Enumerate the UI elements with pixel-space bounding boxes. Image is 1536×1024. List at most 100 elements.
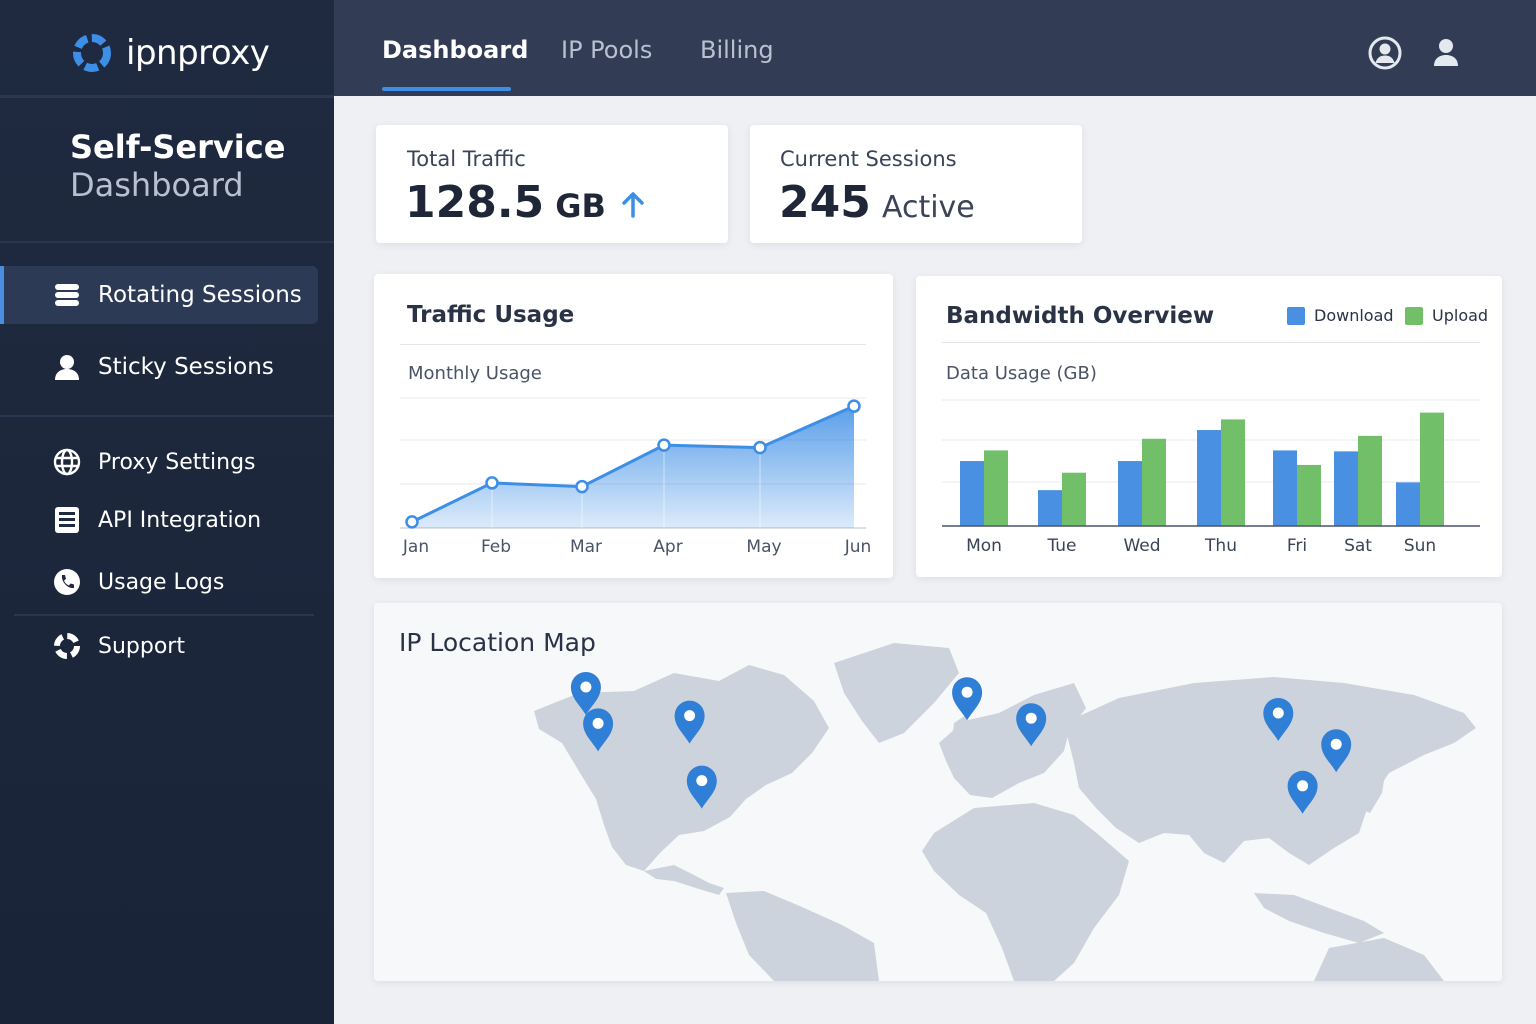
sidebar-item-label: Usage Logs [98, 569, 225, 595]
current-sessions-value: 245 [779, 177, 871, 228]
bar-download-sat [1334, 451, 1358, 526]
africa-landmass [922, 803, 1129, 981]
sidebar-item-label: Rotating Sessions [98, 282, 302, 308]
japan-landmass [1359, 753, 1386, 813]
bar-upload-fri [1297, 464, 1321, 526]
x-tick-label: Fri [1287, 536, 1307, 556]
legend-upload: Upload [1405, 306, 1488, 325]
user-icon [52, 352, 82, 382]
data-point-apr [657, 438, 671, 452]
sidebar-title-line1: Self-Service [70, 128, 286, 166]
pin-dot [961, 686, 973, 698]
location-pin-icon [1263, 698, 1294, 741]
x-tick-label: Thu [1204, 536, 1237, 556]
logo-ring-icon [73, 34, 111, 72]
location-pin-icon [686, 765, 717, 809]
x-tick-label: Jan [402, 537, 429, 557]
southeast-asia-islands [1254, 893, 1384, 943]
sidebar-item-label: Proxy Settings [98, 449, 256, 475]
location-pin-icon [1321, 729, 1352, 773]
central-america-landmass [644, 865, 724, 895]
bar-download-wed [1118, 461, 1142, 526]
x-tick-label: Mon [966, 536, 1002, 556]
tab-ip-pools[interactable]: IP Pools [561, 36, 653, 64]
map-pins [570, 672, 1352, 814]
australia-landmass [1314, 938, 1444, 981]
data-point-feb [485, 476, 499, 490]
location-pin-icon [674, 700, 705, 744]
tab-dashboard[interactable]: Dashboard [382, 36, 529, 64]
data-point-jan [405, 515, 419, 529]
bar-download-tue [1038, 490, 1062, 526]
pin-dot [592, 717, 604, 729]
traffic-usage-chart: Jan Feb Mar Apr May Jun [400, 397, 871, 557]
greenland-landmass [834, 643, 959, 743]
top-navigation: Dashboard IP Pools Billing [334, 0, 1536, 96]
bar-upload-sun [1420, 412, 1444, 526]
x-tick-label: Apr [653, 537, 682, 557]
location-pin-icon [570, 672, 601, 715]
sidebar-item-proxy-settings[interactable]: Proxy Settings [0, 433, 318, 491]
tab-billing[interactable]: Billing [700, 36, 774, 64]
total-traffic-value-group: 128.5 GB [405, 177, 647, 228]
traffic-line [411, 404, 855, 524]
current-sessions-label: Current Sessions [780, 147, 957, 171]
bar-download-mon [960, 461, 984, 526]
pin-dot [580, 681, 592, 693]
panel-divider [942, 342, 1480, 343]
database-stack-icon [52, 280, 82, 310]
bandwidth-overview-subtitle: Data Usage (GB) [946, 363, 1097, 384]
legend-swatch-upload [1405, 306, 1423, 325]
logo-divider [0, 95, 334, 98]
pin-body [1321, 729, 1352, 773]
logo[interactable]: ipnproxy [70, 30, 270, 76]
location-pin-icon [1016, 703, 1047, 747]
account-circle-icon[interactable] [1368, 36, 1402, 70]
sidebar-item-support[interactable]: Support [0, 617, 318, 675]
traffic-usage-panel: Traffic Usage Monthly Usage Jan Feb Mar Apr… [374, 274, 893, 578]
legend-label-upload: Upload [1432, 306, 1489, 325]
pin-body [674, 700, 705, 744]
sidebar-item-label: API Integration [98, 507, 262, 533]
bandwidth-overview-chart: Mon Tue Wed Thu Fri Sat Sun [942, 399, 1480, 556]
document-list-icon [52, 505, 82, 535]
x-tick-label: Wed [1123, 536, 1160, 556]
active-tab-indicator [382, 87, 511, 91]
sidebar-title-line2: Dashboard [70, 166, 244, 204]
sidebar-item-sticky-sessions[interactable]: Sticky Sessions [0, 338, 318, 396]
bar-download-fri [1273, 450, 1297, 526]
sidebar-item-api-integration[interactable]: API Integration [0, 491, 318, 549]
pin-dot [1025, 712, 1037, 724]
bar-upload-tue [1062, 472, 1086, 526]
world-map[interactable] [374, 603, 1502, 981]
traffic-usage-title: Traffic Usage [407, 302, 575, 328]
uk-landmass [952, 715, 970, 748]
bandwidth-overview-title: Bandwidth Overview [946, 303, 1215, 329]
europe-landmass [939, 683, 1086, 798]
sidebar-item-label: Sticky Sessions [98, 354, 274, 380]
sidebar-divider [0, 241, 334, 243]
bar-upload-wed [1142, 438, 1166, 526]
pin-body [686, 765, 717, 809]
sidebar-divider [14, 614, 314, 616]
user-profile-icon[interactable] [1429, 36, 1463, 70]
current-sessions-value-group: 245 Active [779, 177, 975, 228]
traffic-area-fill [412, 406, 854, 528]
data-point-jun [847, 399, 861, 413]
current-sessions-card: Current Sessions 245 Active [750, 125, 1082, 243]
panel-divider [400, 344, 866, 345]
pin-body [570, 672, 601, 715]
trend-up-arrow-icon [622, 192, 644, 218]
location-pin-icon [1287, 770, 1318, 814]
pin-body [1263, 698, 1294, 741]
location-pin-icon [952, 677, 983, 721]
pin-body [1287, 770, 1318, 814]
x-tick-label: Sat [1344, 536, 1372, 556]
bar-download-sun [1396, 482, 1420, 526]
x-tick-label: Sun [1404, 536, 1436, 556]
sidebar-item-rotating-sessions[interactable]: Rotating Sessions [0, 266, 318, 324]
sidebar-item-usage-logs[interactable]: Usage Logs [0, 553, 318, 611]
pin-dot [1330, 738, 1342, 750]
asia-landmass [1064, 677, 1476, 865]
logo-text: ipnproxy [126, 33, 270, 73]
